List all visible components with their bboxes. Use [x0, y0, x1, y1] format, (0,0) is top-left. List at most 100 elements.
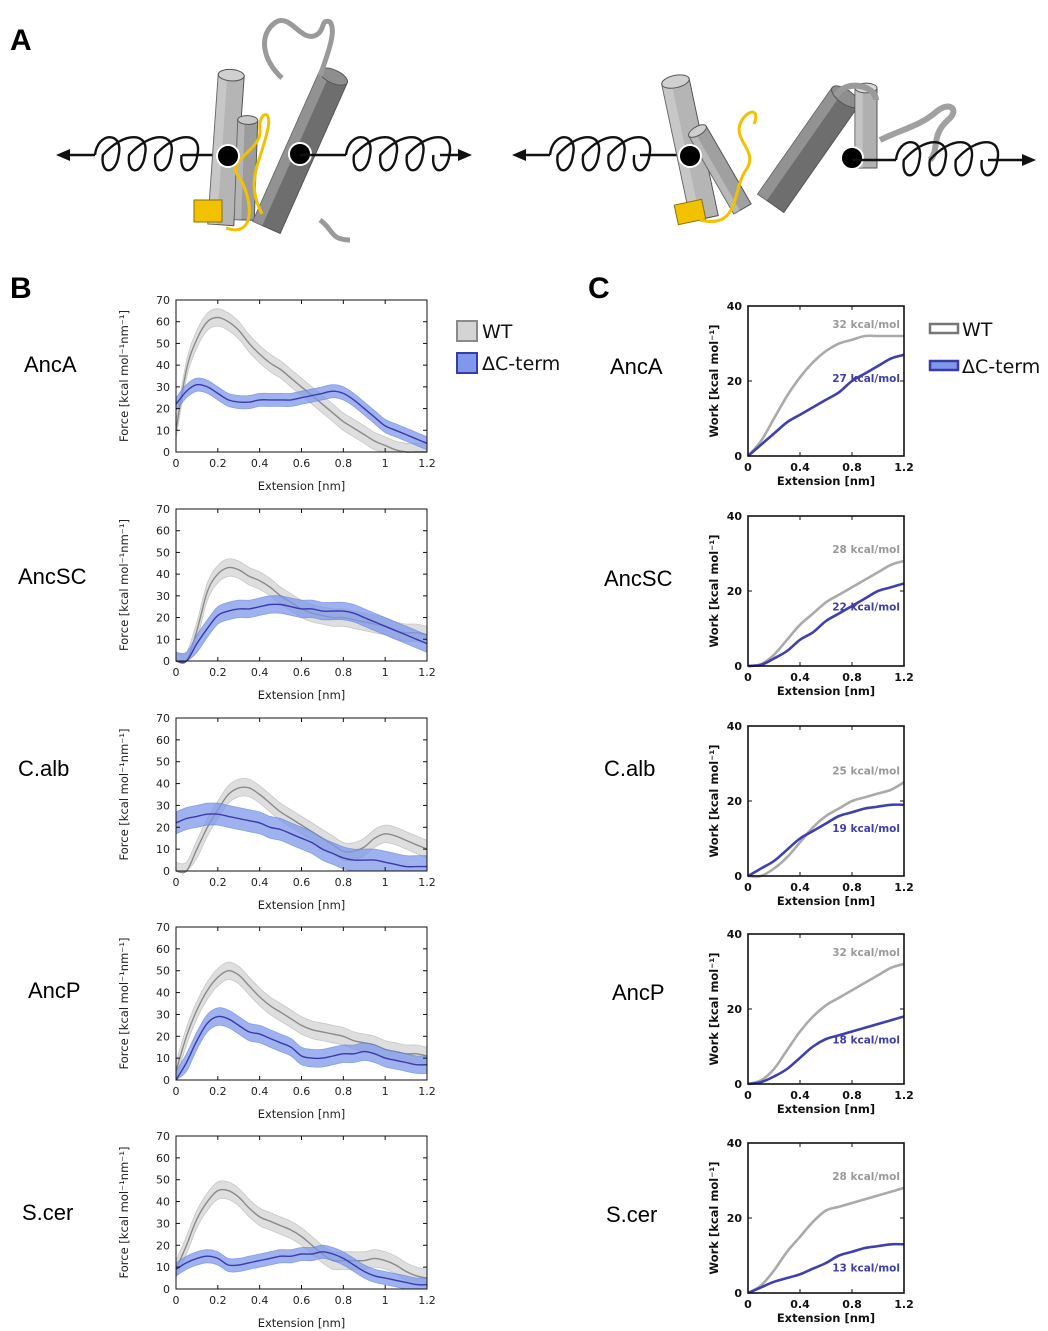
- x-tick-label-b-anca-0: 0: [173, 457, 180, 470]
- annotation-wt-c-anca: 32 kcal/mol: [832, 319, 900, 331]
- x-tick-label-c-calb-0: 0: [744, 881, 752, 894]
- right-state-left-arrow-icon: [512, 149, 526, 161]
- row-label-b-ancp: AncP: [28, 978, 81, 1003]
- x-tick-label-c-ancsc-2: 0.8: [842, 671, 862, 684]
- left-cterm-cap: [193, 199, 223, 223]
- right-helix-2-shine: [688, 132, 740, 214]
- y-tick-label-b-anca-5: 50: [156, 337, 170, 350]
- annotation-dc-c-ancp: 18 kcal/mol: [832, 1035, 900, 1047]
- y-tick-label-b-calb-6: 60: [156, 734, 170, 747]
- x-tick-label-c-ancp-3: 1.2: [894, 1089, 914, 1102]
- series-line-dc-b-anca: [175, 383, 428, 444]
- y-tick-label-b-ancp-7: 70: [156, 921, 170, 934]
- series-line-dc-c-anca: [747, 353, 905, 457]
- right-helix-3-shine: [757, 87, 842, 201]
- x-tick-label-c-anca-1: 0.4: [790, 461, 810, 474]
- panel-label-b: B: [10, 272, 32, 305]
- x-axis-label-b-scer: Extension [nm]: [258, 1316, 346, 1330]
- x-axis-label-c-calb: Extension [nm]: [777, 894, 875, 908]
- row-label-b-scer: S.cer: [22, 1200, 73, 1225]
- y-tick-label-b-calb-4: 40: [156, 778, 170, 791]
- x-tick-label-c-calb-3: 1.2: [894, 881, 914, 894]
- left-loop: [262, 18, 335, 80]
- y-tick-label-b-ancsc-4: 40: [156, 568, 170, 581]
- y-axis-label-c-ancp: Work [kcal mol⁻¹]: [707, 952, 721, 1065]
- protein-pulling-illustration: [56, 18, 1036, 243]
- x-axis-label-c-ancp: Extension [nm]: [777, 1102, 875, 1116]
- x-tick-label-b-scer-5: 1: [382, 1294, 389, 1307]
- y-tick-label-b-scer-1: 10: [156, 1261, 170, 1274]
- right-anchor-dot-1: [678, 144, 702, 168]
- x-tick-label-b-calb-4: 0.8: [335, 876, 353, 889]
- x-tick-label-c-calb-2: 0.8: [842, 881, 862, 894]
- y-tick-label-c-scer-1: 20: [727, 1212, 743, 1225]
- chart-b-ancp: 0 0.2 0.4 0.6 0.8 1 1.2 0 10 20 30 40 50 60 70 Extensio…: [117, 921, 436, 1121]
- x-tick-label-b-ancp-4: 0.8: [335, 1085, 353, 1098]
- chart-c-calb: 0 0.4 0.8 1.2 0 20 40 Extension [nm] Work [kcal …: [707, 720, 914, 908]
- left-tail-loop: [318, 217, 351, 243]
- right-helix-3: [756, 85, 860, 214]
- x-tick-label-c-anca-0: 0: [744, 461, 752, 474]
- x-tick-label-c-scer-2: 0.8: [842, 1298, 862, 1311]
- x-tick-label-b-ancsc-0: 0: [173, 666, 180, 679]
- y-tick-label-b-anca-4: 40: [156, 359, 170, 372]
- legend-c-wt-swatch: [928, 322, 960, 335]
- row-label-c-ancsc: AncSC: [604, 566, 673, 591]
- x-tick-label-b-ancsc-3: 0.6: [293, 666, 311, 679]
- y-tick-label-b-calb-5: 50: [156, 756, 170, 769]
- y-tick-label-c-anca-2: 40: [727, 300, 743, 313]
- annotation-dc-c-calb: 19 kcal/mol: [832, 823, 900, 835]
- y-tick-label-b-ancsc-0: 0: [163, 655, 170, 668]
- chart-b-anca: 0 0.2 0.4 0.6 0.8 1 1.2 0 10 20 30 40 50 60 70 Extensio…: [117, 294, 436, 493]
- y-tick-label-b-ancsc-3: 30: [156, 590, 170, 603]
- y-axis-label-b-scer: Force [kcal mol⁻¹nm⁻¹]: [117, 1147, 131, 1279]
- right-anchor-dot-2: [840, 146, 864, 170]
- y-tick-label-c-ancsc-0: 0: [734, 660, 742, 673]
- x-tick-label-b-anca-4: 0.8: [335, 457, 353, 470]
- chart-b-ancsc: 0 0.2 0.4 0.6 0.8 1 1.2 0 10 20 30 40 50 60 70 Extensio…: [117, 503, 436, 702]
- series-line-dc-b-scer: [175, 1251, 428, 1286]
- row-label-b-calb: C.alb: [18, 756, 69, 781]
- annotation-dc-c-anca: 27 kcal/mol: [832, 373, 900, 385]
- y-tick-label-b-calb-3: 30: [156, 799, 170, 812]
- x-tick-label-b-ancp-5: 1: [382, 1085, 389, 1098]
- y-tick-label-b-anca-1: 10: [156, 424, 170, 437]
- x-tick-label-c-anca-2: 0.8: [842, 461, 862, 474]
- x-tick-label-b-calb-5: 1: [382, 876, 389, 889]
- x-tick-label-b-ancp-3: 0.6: [293, 1085, 311, 1098]
- x-tick-label-b-anca-6: 1.2: [418, 457, 436, 470]
- y-tick-label-b-ancsc-7: 70: [156, 503, 170, 516]
- annotation-dc-c-ancsc: 22 kcal/mol: [832, 602, 900, 614]
- x-tick-label-c-scer-3: 1.2: [894, 1298, 914, 1311]
- chart-c-scer: 0 0.4 0.8 1.2 0 20 40 Extension [nm] Work [kcal …: [707, 1137, 914, 1325]
- x-tick-label-b-ancsc-6: 1.2: [418, 666, 436, 679]
- y-axis-label-c-calb: Work [kcal mol⁻¹]: [707, 744, 721, 857]
- series-line-dc-c-calb: [747, 803, 905, 878]
- legend-c-dc-label: ΔC-term: [962, 356, 1040, 378]
- x-tick-label-b-anca-2: 0.4: [251, 457, 269, 470]
- y-tick-label-c-anca-1: 20: [727, 375, 743, 388]
- y-tick-label-b-ancp-0: 0: [163, 1074, 170, 1087]
- row-label-c-calb: C.alb: [604, 756, 655, 781]
- x-tick-label-b-ancp-1: 0.2: [209, 1085, 227, 1098]
- legend-b: WT ΔC-term: [456, 320, 560, 375]
- chart-b-scer: 0 0.2 0.4 0.6 0.8 1 1.2 0 10 20 30 40 50 60 70 Extensio…: [117, 1130, 436, 1330]
- x-tick-label-c-anca-3: 1.2: [894, 461, 914, 474]
- annotation-dc-c-scer: 13 kcal/mol: [832, 1262, 900, 1274]
- y-tick-label-b-scer-2: 20: [156, 1239, 170, 1252]
- legend-c-wt-label: WT: [962, 319, 993, 341]
- y-tick-label-c-calb-2: 40: [727, 720, 743, 733]
- y-tick-label-b-ancsc-6: 60: [156, 525, 170, 538]
- series-line-wt-c-scer: [747, 1186, 905, 1295]
- y-tick-label-c-ancp-1: 20: [727, 1003, 743, 1016]
- y-tick-label-b-calb-2: 20: [156, 821, 170, 834]
- annotation-wt-c-ancsc: 28 kcal/mol: [832, 544, 900, 556]
- y-tick-label-b-anca-2: 20: [156, 403, 170, 416]
- legend-c-dc-swatch: [928, 359, 960, 372]
- x-tick-label-c-ancp-1: 0.4: [790, 1089, 810, 1102]
- series-line-wt-b-scer: [175, 1188, 428, 1279]
- right-state-spring-2-icon: [894, 140, 1000, 177]
- x-tick-label-c-calb-1: 0.4: [790, 881, 810, 894]
- x-tick-label-b-scer-2: 0.4: [251, 1294, 269, 1307]
